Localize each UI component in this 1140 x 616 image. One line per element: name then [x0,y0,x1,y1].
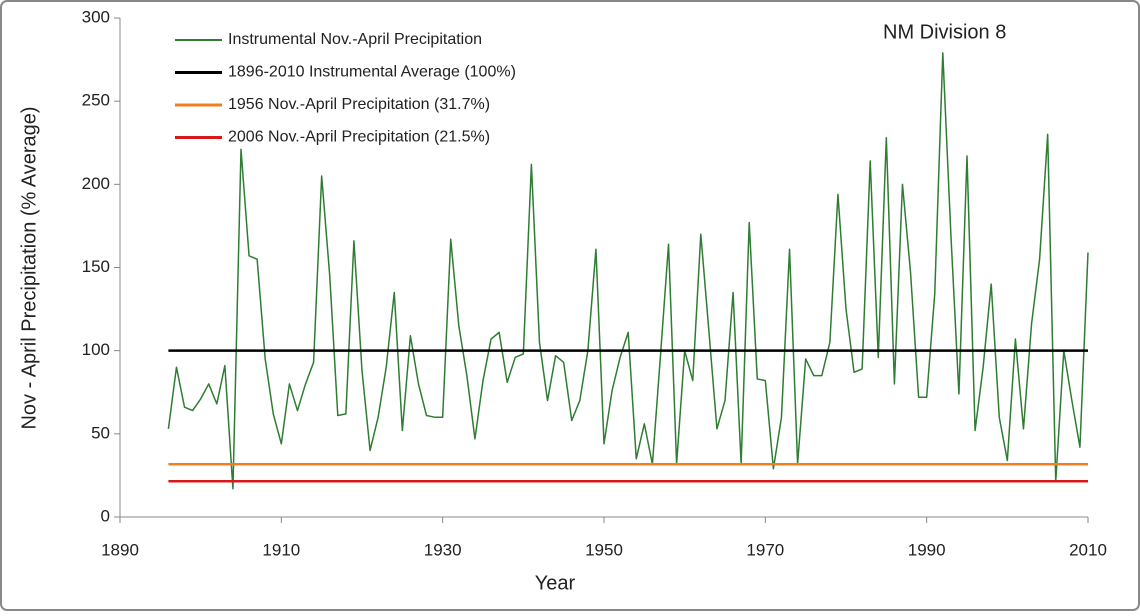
x-tick-label: 1950 [585,540,623,559]
x-tick-label: 1990 [908,540,946,559]
y-axis-label: Nov - April Precipitation (% Average) [18,106,40,429]
x-tick-label: 2010 [1069,540,1107,559]
y-tick-label: 300 [82,7,110,26]
legend-label: Instrumental Nov.-April Precipitation [228,31,482,48]
y-tick-label: 200 [82,174,110,193]
legend-label: 2006 Nov.-April Precipitation (21.5%) [228,129,490,146]
legend-label: 1956 Nov.-April Precipitation (31.7%) [228,96,490,113]
y-tick-label: 250 [82,91,110,110]
x-tick-label: 1910 [262,540,300,559]
x-tick-label: 1970 [746,540,784,559]
y-tick-label: 150 [82,257,110,276]
y-tick-label: 0 [101,506,110,525]
x-tick-label: 1930 [424,540,462,559]
x-tick-label: 1890 [101,540,139,559]
series-line [167,52,1089,490]
legend-label: 1896-2010 Instrumental Average (100%) [228,64,516,81]
x-axis-label: Year [535,572,576,594]
annotation: NM Division 8 [883,21,1006,43]
y-tick-label: 100 [82,340,110,359]
y-tick-label: 50 [91,423,110,442]
